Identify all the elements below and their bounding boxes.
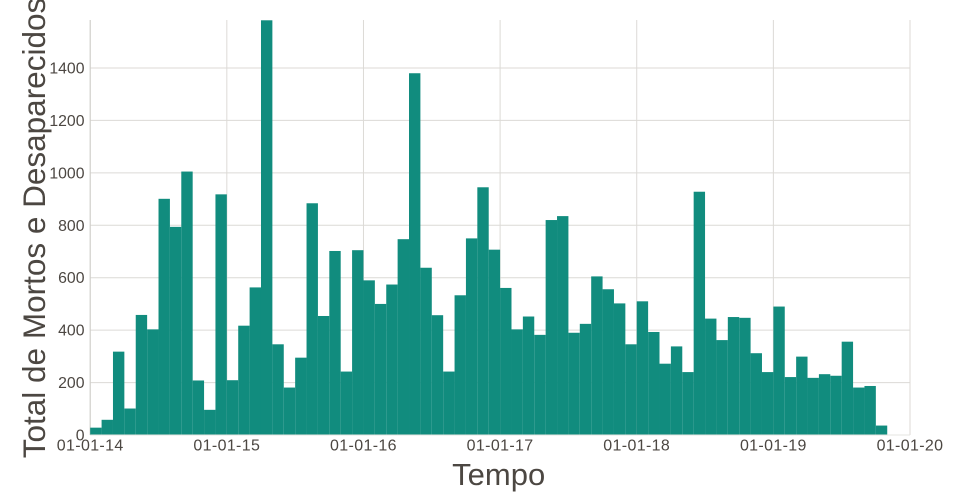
svg-text:01-01-15: 01-01-15 — [193, 438, 260, 455]
svg-text:1400: 1400 — [49, 61, 84, 78]
svg-text:Total de Mortos e Desaparecido: Total de Mortos e Desaparecidos — [16, 0, 52, 458]
svg-text:400: 400 — [58, 323, 85, 340]
svg-text:800: 800 — [58, 218, 85, 235]
svg-text:200: 200 — [58, 375, 85, 392]
svg-text:600: 600 — [58, 270, 85, 287]
svg-text:01-01-16: 01-01-16 — [330, 438, 397, 455]
svg-text:01-01-17: 01-01-17 — [467, 438, 534, 455]
svg-text:01-01-20: 01-01-20 — [877, 438, 944, 455]
svg-text:01-01-18: 01-01-18 — [603, 438, 670, 455]
svg-text:Tempo: Tempo — [452, 457, 545, 492]
svg-text:01-01-19: 01-01-19 — [740, 438, 807, 455]
svg-text:1200: 1200 — [49, 113, 84, 130]
svg-text:01-01-14: 01-01-14 — [57, 438, 124, 455]
svg-text:0: 0 — [76, 428, 85, 445]
svg-text:1000: 1000 — [49, 165, 84, 182]
